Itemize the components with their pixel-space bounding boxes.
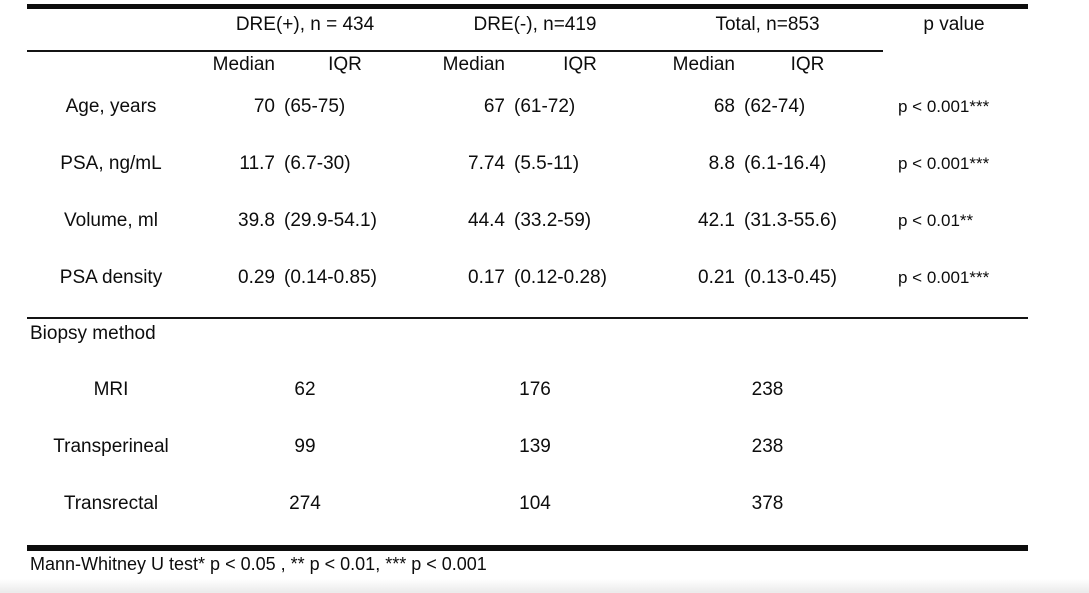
iqr-value: (65-75) <box>284 95 346 117</box>
section-divider <box>27 317 1028 319</box>
count-value: 238 <box>751 378 784 400</box>
median-value: 7.74 <box>468 152 505 174</box>
iqr-value: (0.13-0.45) <box>744 266 837 288</box>
median-header-g3: Median <box>672 54 735 75</box>
median-value: 44.4 <box>468 209 505 231</box>
bottom-edge-shading <box>0 579 1089 593</box>
subheader-divider <box>27 50 883 52</box>
iqr-value: (29.9-54.1) <box>284 209 377 231</box>
count-value: 378 <box>751 492 784 514</box>
median-value: 0.29 <box>238 266 275 288</box>
row-label: Transperineal <box>53 435 169 457</box>
iqr-value: (33.2-59) <box>514 209 592 231</box>
count-value: 62 <box>294 378 316 400</box>
biopsy-row-mri: MRI 62 176 238 <box>27 361 1028 418</box>
row-label: PSA density <box>59 266 163 288</box>
median-value: 0.17 <box>468 266 505 288</box>
count-value: 99 <box>294 435 316 457</box>
count-value: 238 <box>751 435 784 457</box>
iqr-value: (31.3-55.6) <box>744 209 837 231</box>
biopsy-row-transrectal: Transrectal 274 104 378 <box>27 475 1028 532</box>
table-top-border <box>27 4 1028 9</box>
group-header-dre-negative: DRE(-), n=419 <box>473 14 597 35</box>
count-value: 104 <box>519 492 551 514</box>
p-value-header: p value <box>923 14 985 35</box>
iqr-value: (0.14-0.85) <box>284 266 377 288</box>
iqr-value: (6.1-16.4) <box>744 152 827 174</box>
iqr-value: (6.7-30) <box>284 152 351 174</box>
row-label: Volume, ml <box>64 209 158 231</box>
p-value: p < 0.001*** <box>898 267 990 287</box>
median-value: 68 <box>713 95 735 117</box>
stats-table: DRE(+), n = 434 DRE(-), n=419 Total, n=8… <box>27 4 1028 577</box>
footnote-row: Mann-Whitney U test* p < 0.05 , ** p < 0… <box>27 551 1028 577</box>
row-label: MRI <box>93 378 129 400</box>
median-value: 67 <box>483 95 505 117</box>
subheader-row: Median IQR Median IQR Median IQR <box>27 52 1028 78</box>
count-value: 176 <box>519 378 551 400</box>
row-label: Transrectal <box>63 492 159 514</box>
iqr-header-g1: IQR <box>328 54 362 75</box>
iqr-value: (61-72) <box>514 95 576 117</box>
median-value: 8.8 <box>708 152 735 174</box>
stat-row-psa-density: PSA density 0.29 (0.14-0.85) 0.17 (0.12-… <box>27 249 1028 306</box>
group-header-dre-positive: DRE(+), n = 434 <box>235 14 375 35</box>
row-label: Age, years <box>65 95 157 117</box>
median-value: 70 <box>253 95 275 117</box>
biopsy-section-header: Biopsy method <box>30 323 156 344</box>
biopsy-row-transperineal: Transperineal 99 139 238 <box>27 418 1028 475</box>
stat-row-age: Age, years 70 (65-75) 67 (61-72) 68 (62-… <box>27 78 1028 135</box>
p-value: p < 0.001*** <box>898 153 990 173</box>
iqr-header-g2: IQR <box>563 54 597 75</box>
stat-row-psa: PSA, ng/mL 11.7 (6.7-30) 7.74 (5.5-11) 8… <box>27 135 1028 192</box>
biopsy-section-header-row: Biopsy method <box>27 319 1028 349</box>
median-value: 0.21 <box>698 266 735 288</box>
count-value: 139 <box>519 435 551 457</box>
iqr-value: (62-74) <box>744 95 806 117</box>
median-header-g1: Median <box>212 54 275 75</box>
median-value: 39.8 <box>238 209 275 231</box>
row-label: PSA, ng/mL <box>60 152 162 174</box>
median-value: 42.1 <box>698 209 735 231</box>
iqr-value: (5.5-11) <box>514 152 580 174</box>
median-value: 11.7 <box>239 152 275 174</box>
table-header-row: DRE(+), n = 434 DRE(-), n=419 Total, n=8… <box>27 9 1028 50</box>
footnote: Mann-Whitney U test* p < 0.05 , ** p < 0… <box>30 553 487 574</box>
median-header-g2: Median <box>442 54 505 75</box>
p-value: p < 0.01** <box>898 210 974 230</box>
iqr-header-g3: IQR <box>790 54 825 75</box>
iqr-value: (0.12-0.28) <box>514 266 607 288</box>
stat-row-volume: Volume, ml 39.8 (29.9-54.1) 44.4 (33.2-5… <box>27 192 1028 249</box>
table-bottom-border <box>27 545 1028 551</box>
count-value: 274 <box>289 492 321 514</box>
group-header-total: Total, n=853 <box>715 14 820 35</box>
p-value: p < 0.001*** <box>898 96 990 116</box>
